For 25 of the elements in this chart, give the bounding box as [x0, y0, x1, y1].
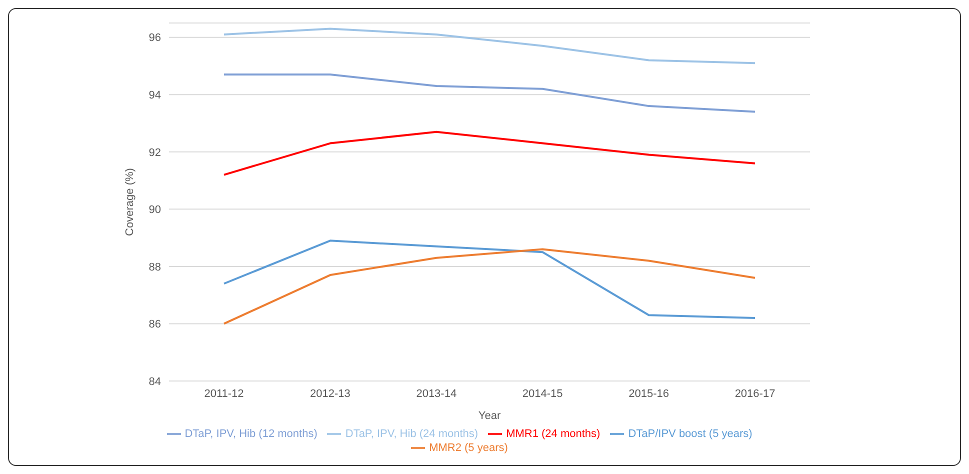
y-tick-label: 92 — [148, 146, 161, 159]
line-series — [223, 240, 756, 319]
line-series — [223, 28, 756, 64]
x-tick-label: 2015-16 — [628, 388, 669, 400]
x-tick-label: 2013-14 — [416, 388, 457, 400]
x-tick-label: 2011-12 — [204, 388, 244, 400]
y-tick-label: 86 — [148, 318, 161, 331]
x-tick-label: 2016-17 — [734, 388, 776, 400]
y-tick-label: 88 — [148, 261, 161, 274]
x-tick-label: 2012-13 — [310, 388, 350, 400]
y-tick-label: 84 — [148, 376, 161, 388]
y-tick-label: 94 — [148, 90, 161, 102]
legend-label: DTaP, IPV, Hib (24 months) — [345, 428, 478, 440]
x-axis-title: Year — [478, 410, 501, 422]
legend-label: DTaP/IPV boost (5 years) — [628, 428, 752, 440]
x-tick-label: 2014-15 — [522, 388, 563, 400]
line-series — [223, 74, 756, 113]
legend-label: DTaP, IPV, Hib (12 months) — [184, 428, 318, 440]
line-series — [223, 248, 756, 325]
y-tick-label: 90 — [148, 204, 161, 216]
legend-label: MMR2 (5 years) — [429, 442, 508, 454]
legend-label: MMR1 (24 months) — [506, 428, 600, 440]
y-axis-title: Coverage (%) — [124, 168, 136, 236]
line-series — [223, 130, 756, 176]
y-tick-label: 96 — [148, 32, 161, 44]
